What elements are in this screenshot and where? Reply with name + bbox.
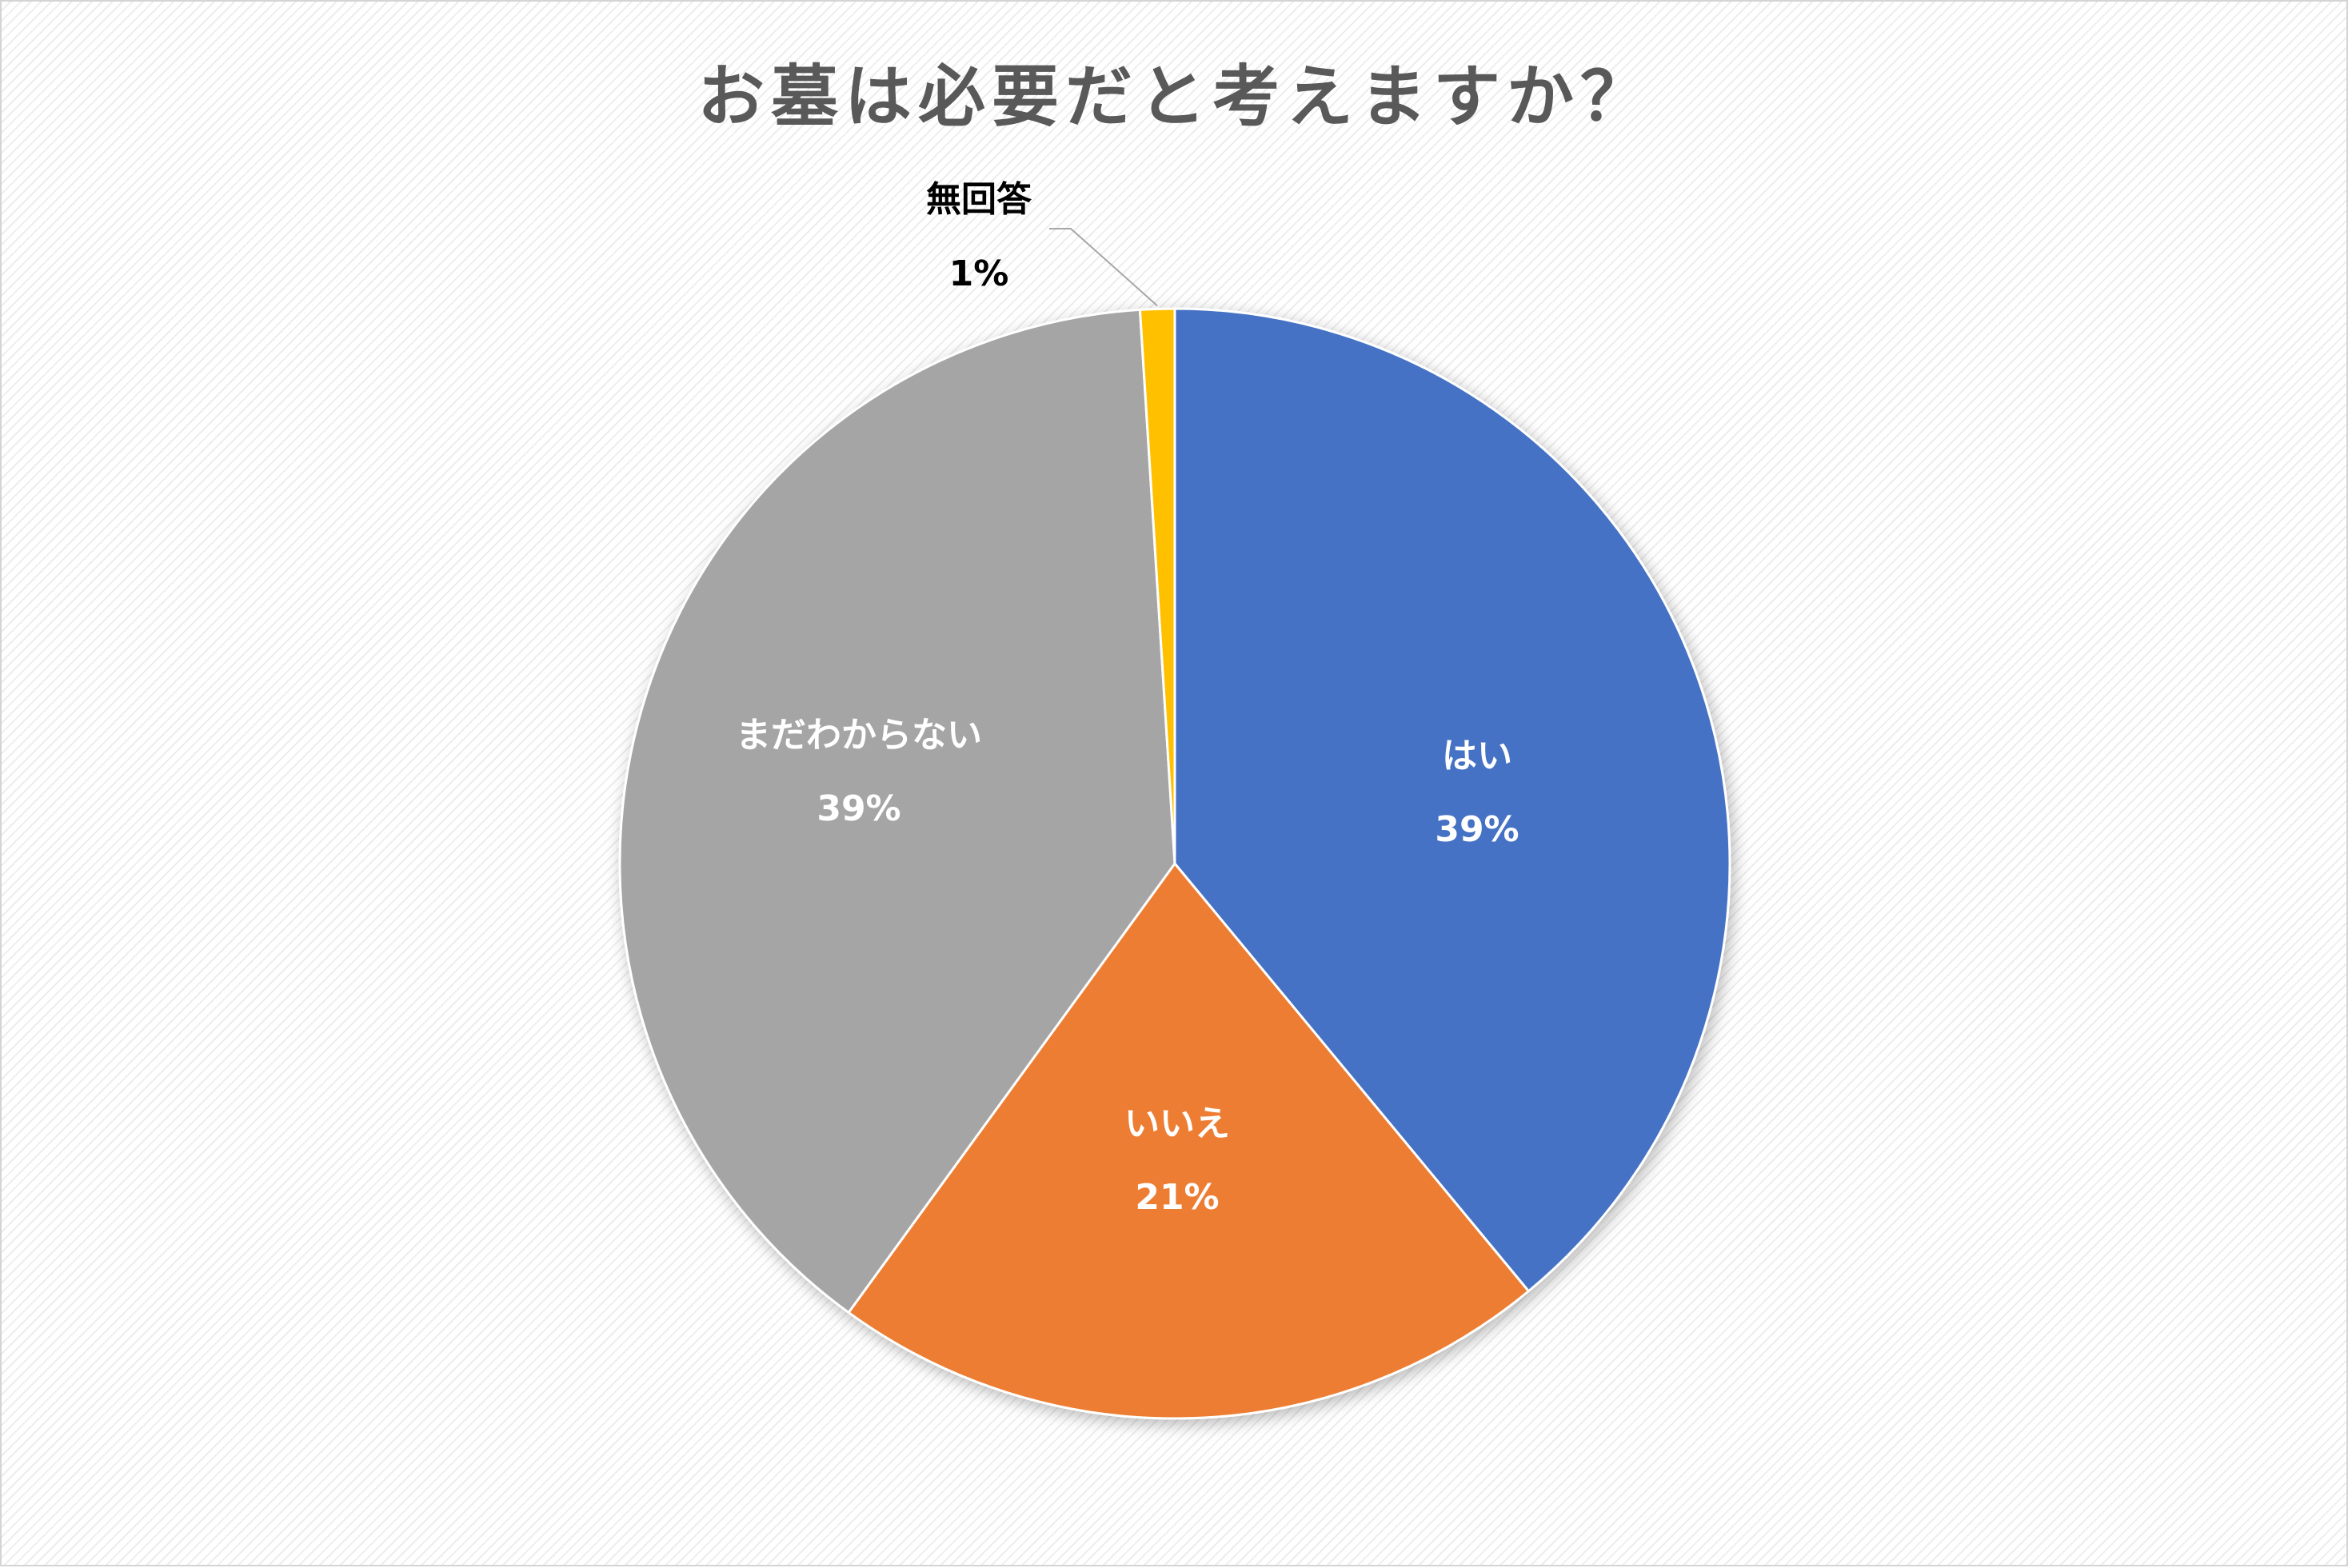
pie-slices (618, 307, 1731, 1420)
slice-value-label-3: 1% (949, 253, 1009, 294)
slice-label-0: はい (1442, 736, 1512, 776)
slice-value-label-0: 39% (1435, 809, 1519, 850)
slice-label-3: 無回答 (926, 179, 1032, 220)
chart-title: お墓は必要だと考えますか？ (697, 58, 1654, 136)
slice-label-2: まだわからない (736, 715, 982, 756)
pie-slice-3 (1138, 307, 1176, 865)
slice-label-1: いいえ (1124, 1103, 1230, 1144)
slice-value-label-1: 21% (1135, 1177, 1219, 1218)
leader-line-3 (1049, 228, 1158, 307)
pie-slice-0 (1173, 307, 1731, 1293)
slice-value-label-2: 39% (817, 788, 900, 829)
pie-slice-1 (847, 862, 1530, 1420)
pie-slice-2 (618, 308, 1176, 1314)
pie-labels: はい 39% いいえ 21% まだわからない 39% 無回答 1% (736, 179, 1519, 1218)
